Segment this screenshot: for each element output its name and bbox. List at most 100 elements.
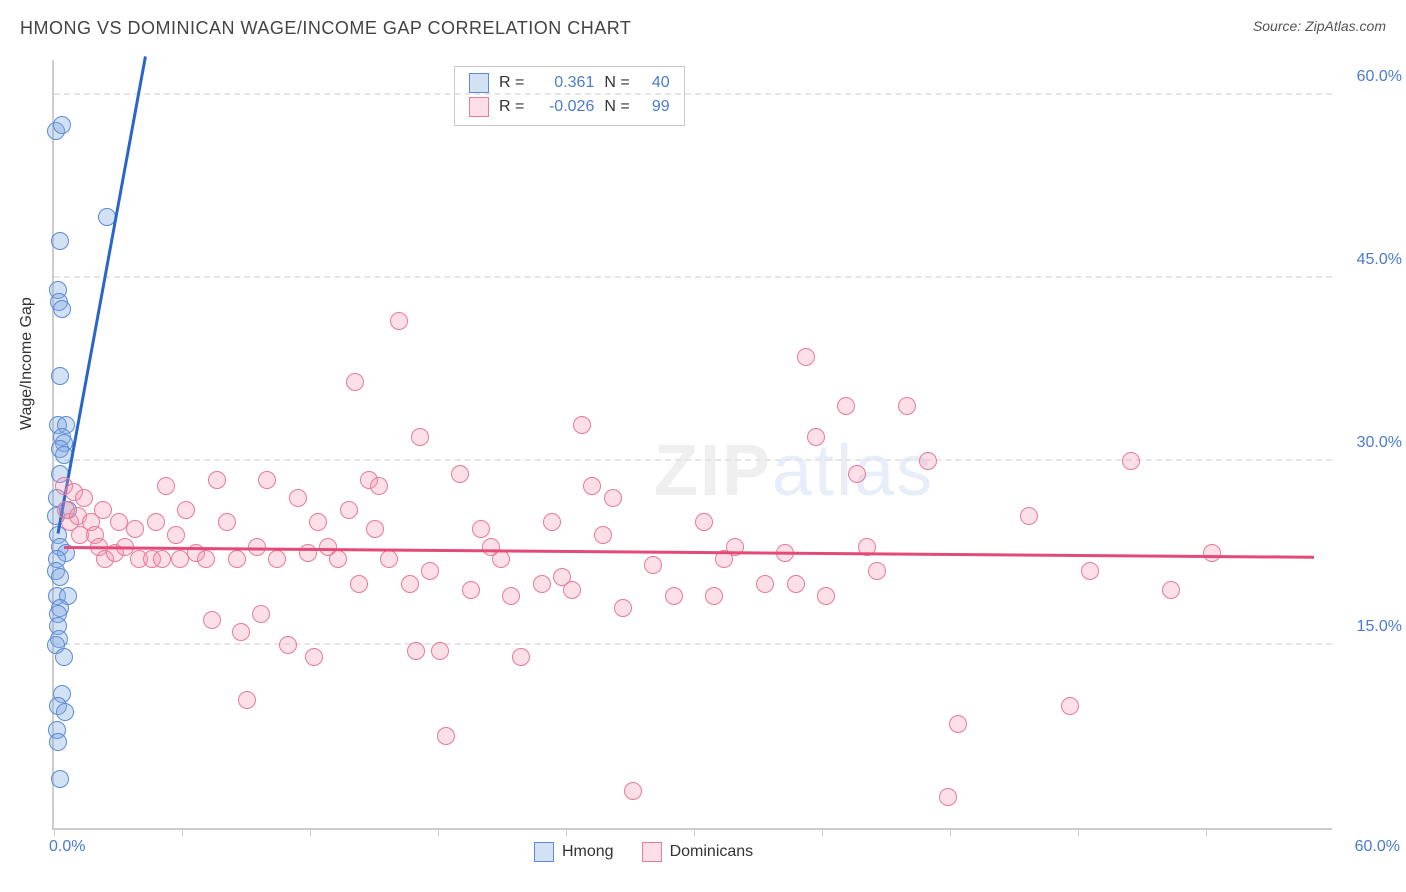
chart-plot-area: ZIPatlas R =0.361N =40R =-0.026N =99 Hmo… <box>52 60 1332 830</box>
x-tick <box>694 828 695 836</box>
scatter-point-dominicans <box>939 788 957 806</box>
scatter-point-dominicans <box>299 544 317 562</box>
scatter-point-dominicans <box>203 611 221 629</box>
chart-title: HMONG VS DOMINICAN WAGE/INCOME GAP CORRE… <box>20 18 631 39</box>
x-tick <box>950 828 951 836</box>
scatter-point-dominicans <box>1162 581 1180 599</box>
scatter-point-dominicans <box>1061 697 1079 715</box>
gridline <box>54 459 1332 461</box>
legend-r-label: R = <box>499 71 524 95</box>
scatter-point-dominicans <box>797 348 815 366</box>
scatter-point-dominicans <box>370 477 388 495</box>
scatter-point-dominicans <box>366 520 384 538</box>
scatter-point-dominicans <box>563 581 581 599</box>
gridline <box>54 643 1332 645</box>
scatter-point-dominicans <box>695 513 713 531</box>
x-tick <box>438 828 439 836</box>
scatter-point-dominicans <box>167 526 185 544</box>
scatter-point-dominicans <box>644 556 662 574</box>
scatter-point-dominicans <box>421 562 439 580</box>
scatter-point-dominicans <box>665 587 683 605</box>
scatter-point-dominicans <box>533 575 551 593</box>
scatter-point-dominicans <box>268 550 286 568</box>
scatter-point-dominicans <box>75 489 93 507</box>
scatter-point-dominicans <box>1020 507 1038 525</box>
scatter-point-dominicans <box>594 526 612 544</box>
scatter-point-dominicans <box>208 471 226 489</box>
scatter-point-hmong <box>55 648 73 666</box>
scatter-point-dominicans <box>848 465 866 483</box>
x-tick <box>310 828 311 836</box>
scatter-point-dominicans <box>451 465 469 483</box>
y-axis-title: Wage/Income Gap <box>18 297 36 430</box>
scatter-point-hmong <box>53 116 71 134</box>
scatter-point-dominicans <box>1081 562 1099 580</box>
scatter-point-dominicans <box>543 513 561 531</box>
scatter-point-hmong <box>53 300 71 318</box>
scatter-point-dominicans <box>350 575 368 593</box>
scatter-point-dominicans <box>462 581 480 599</box>
legend-swatch <box>534 842 554 862</box>
series-legend-item-dominicans: Dominicans <box>642 842 754 862</box>
legend-n-value: 99 <box>640 95 670 119</box>
scatter-point-dominicans <box>492 550 510 568</box>
scatter-point-dominicans <box>502 587 520 605</box>
scatter-point-dominicans <box>807 428 825 446</box>
x-tick <box>822 828 823 836</box>
legend-r-value: 0.361 <box>534 71 594 95</box>
y-tick-label: 45.0% <box>1342 251 1402 269</box>
scatter-point-dominicans <box>309 513 327 531</box>
scatter-point-dominicans <box>756 575 774 593</box>
scatter-point-dominicans <box>238 691 256 709</box>
series-legend: Hmong Dominicans <box>534 842 753 862</box>
scatter-point-dominicans <box>279 636 297 654</box>
scatter-point-hmong <box>49 733 67 751</box>
scatter-point-dominicans <box>573 416 591 434</box>
scatter-point-dominicans <box>614 599 632 617</box>
watermark-zip: ZIP <box>654 431 772 511</box>
scatter-point-hmong <box>51 367 69 385</box>
scatter-point-dominicans <box>817 587 835 605</box>
scatter-point-dominicans <box>624 782 642 800</box>
scatter-point-dominicans <box>197 550 215 568</box>
scatter-point-dominicans <box>232 623 250 641</box>
x-tick <box>54 828 55 836</box>
scatter-point-dominicans <box>411 428 429 446</box>
scatter-point-dominicans <box>1203 544 1221 562</box>
scatter-point-dominicans <box>380 550 398 568</box>
y-tick-label: 60.0% <box>1342 68 1402 86</box>
scatter-point-dominicans <box>919 452 937 470</box>
y-tick-label: 30.0% <box>1342 434 1402 452</box>
scatter-point-dominicans <box>898 397 916 415</box>
gridline <box>54 276 1332 278</box>
legend-row-hmong: R =0.361N =40 <box>469 71 670 95</box>
legend-n-label: N = <box>604 71 629 95</box>
scatter-point-dominicans <box>401 575 419 593</box>
legend-r-value: -0.026 <box>534 95 594 119</box>
scatter-point-dominicans <box>305 648 323 666</box>
scatter-point-dominicans <box>390 312 408 330</box>
legend-swatch <box>469 97 489 117</box>
scatter-point-dominicans <box>177 501 195 519</box>
scatter-point-dominicans <box>868 562 886 580</box>
scatter-point-hmong <box>51 232 69 250</box>
legend-n-label: N = <box>604 95 629 119</box>
x-tick-label: 0.0% <box>49 838 85 856</box>
series-legend-label: Hmong <box>562 843 614 861</box>
series-legend-item-hmong: Hmong <box>534 842 614 862</box>
x-tick <box>566 828 567 836</box>
scatter-point-dominicans <box>346 373 364 391</box>
correlation-legend: R =0.361N =40R =-0.026N =99 <box>454 66 685 126</box>
scatter-point-dominicans <box>407 642 425 660</box>
scatter-point-dominicans <box>431 642 449 660</box>
scatter-point-dominicans <box>340 501 358 519</box>
scatter-point-dominicans <box>472 520 490 538</box>
y-tick-label: 15.0% <box>1342 618 1402 636</box>
x-tick <box>182 828 183 836</box>
gridline <box>54 93 1332 95</box>
x-tick-label: 60.0% <box>1355 838 1400 856</box>
legend-swatch <box>469 73 489 93</box>
scatter-point-dominicans <box>1122 452 1140 470</box>
scatter-point-dominicans <box>437 727 455 745</box>
legend-r-label: R = <box>499 95 524 119</box>
